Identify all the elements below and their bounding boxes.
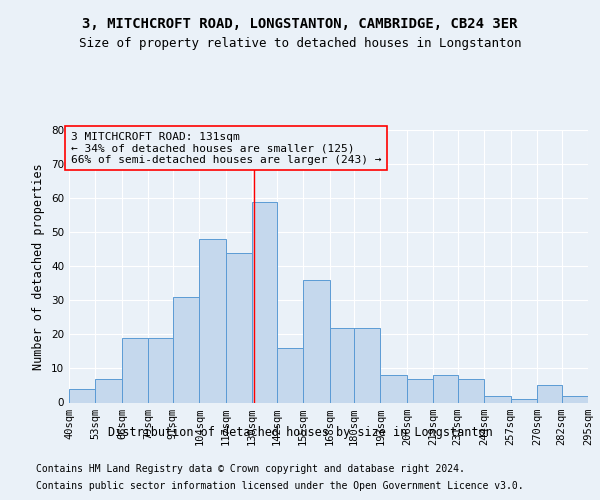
Bar <box>122 338 148 402</box>
Text: 3 MITCHCROFT ROAD: 131sqm
← 34% of detached houses are smaller (125)
66% of semi: 3 MITCHCROFT ROAD: 131sqm ← 34% of detac… <box>71 132 382 165</box>
Bar <box>433 375 458 402</box>
Bar <box>354 328 380 402</box>
Text: Distribution of detached houses by size in Longstanton: Distribution of detached houses by size … <box>107 426 493 439</box>
Bar <box>95 378 122 402</box>
Bar <box>303 280 329 402</box>
Bar <box>252 202 277 402</box>
Text: Contains public sector information licensed under the Open Government Licence v3: Contains public sector information licen… <box>36 481 524 491</box>
Bar <box>329 328 354 402</box>
Text: Size of property relative to detached houses in Longstanton: Size of property relative to detached ho… <box>79 38 521 51</box>
Text: Contains HM Land Registry data © Crown copyright and database right 2024.: Contains HM Land Registry data © Crown c… <box>36 464 465 474</box>
Bar <box>199 239 226 402</box>
Bar <box>407 378 433 402</box>
Text: 3, MITCHCROFT ROAD, LONGSTANTON, CAMBRIDGE, CB24 3ER: 3, MITCHCROFT ROAD, LONGSTANTON, CAMBRID… <box>82 18 518 32</box>
Bar <box>380 375 407 402</box>
Bar <box>562 396 588 402</box>
Bar <box>148 338 173 402</box>
Bar <box>537 386 562 402</box>
Bar <box>484 396 511 402</box>
Bar <box>226 252 252 402</box>
Bar <box>277 348 303 403</box>
Bar <box>69 389 95 402</box>
Bar <box>511 399 537 402</box>
Y-axis label: Number of detached properties: Number of detached properties <box>32 163 46 370</box>
Bar <box>458 378 484 402</box>
Bar <box>173 297 199 403</box>
